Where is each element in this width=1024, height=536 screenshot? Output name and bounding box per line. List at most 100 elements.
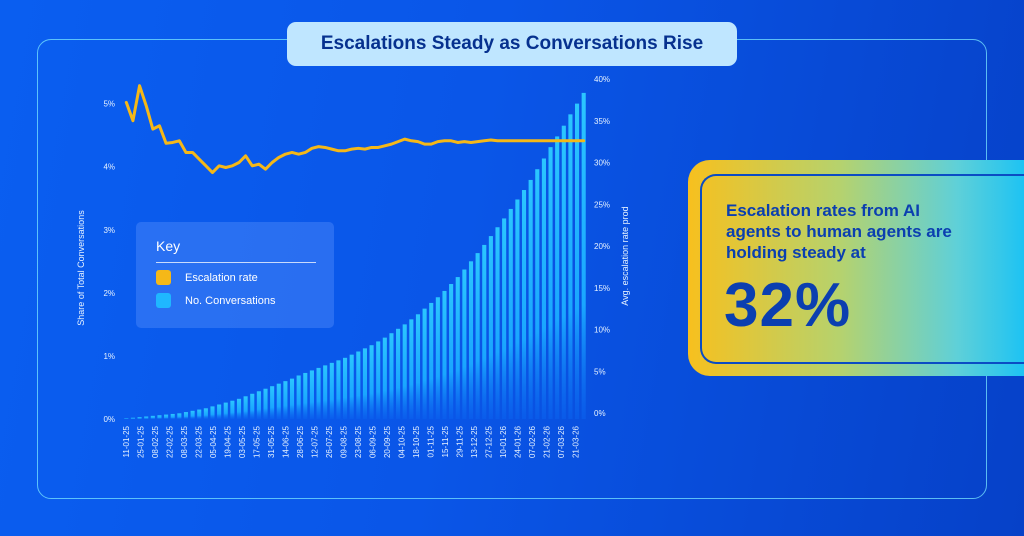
bar — [124, 418, 129, 419]
y-left-tick-label: 1% — [103, 352, 115, 361]
x-tick-label: 29-11-25 — [456, 425, 465, 457]
x-tick-label: 03-05-25 — [238, 425, 247, 458]
bar — [210, 406, 215, 419]
bar — [137, 417, 142, 419]
bar — [488, 236, 493, 419]
bar — [343, 357, 348, 419]
bar — [376, 341, 381, 419]
bar — [164, 414, 169, 419]
bar — [190, 410, 195, 419]
bar — [144, 416, 149, 419]
bar — [449, 284, 454, 419]
escalation-line — [124, 84, 586, 175]
x-tick-label: 21-02-26 — [543, 425, 552, 458]
chart-title: Escalations Steady as Conversations Rise — [287, 22, 737, 66]
legend-item-conversations: No. Conversations — [156, 293, 276, 308]
x-tick-label: 08-03-25 — [180, 425, 189, 458]
x-tick-label: 15-11-25 — [441, 425, 450, 457]
bar — [223, 402, 228, 419]
bar — [568, 114, 573, 419]
bar — [289, 378, 295, 419]
bar — [415, 314, 421, 419]
bar — [203, 408, 208, 419]
y-axis-right-label: Avg. escalation rate prod — [620, 206, 630, 305]
x-tick-label: 26-07-25 — [325, 425, 334, 458]
x-tick-label: 07-02-26 — [528, 425, 537, 458]
bar — [575, 103, 580, 420]
y-right-tick-label: 15% — [594, 284, 610, 293]
legend-label: No. Conversations — [185, 294, 276, 307]
x-tick-label: 21-03-26 — [572, 425, 581, 458]
x-tick-label: 17-05-25 — [253, 425, 262, 458]
bar — [422, 308, 427, 419]
y-left-tick-label: 4% — [103, 163, 115, 172]
x-tick-label: 19-04-25 — [224, 425, 233, 458]
x-tick-label: 01-11-25 — [427, 425, 436, 457]
bar — [250, 393, 255, 419]
bar — [296, 375, 301, 419]
bar — [409, 319, 414, 419]
x-tick-label: 20-09-25 — [383, 425, 392, 458]
bar — [130, 417, 135, 419]
bar — [515, 199, 520, 419]
bar — [256, 391, 261, 419]
x-tick-label: 11-01-25 — [122, 425, 131, 457]
bar — [402, 324, 407, 419]
bar — [150, 415, 155, 419]
y-right-tick-label: 35% — [594, 117, 610, 126]
x-tick-label: 06-09-25 — [369, 425, 378, 458]
x-tick-label: 13-12-25 — [470, 425, 479, 458]
x-tick-label: 27-12-25 — [485, 425, 494, 458]
bar — [468, 261, 474, 419]
bar — [157, 415, 162, 419]
bar — [535, 169, 540, 419]
x-tick-label: 28-06-25 — [296, 425, 305, 458]
legend-divider — [156, 262, 316, 263]
bar — [541, 158, 546, 420]
bar — [270, 386, 275, 419]
x-tick-label: 08-02-25 — [151, 425, 160, 458]
y-right-tick-label: 20% — [594, 242, 610, 251]
y-left-tick-label: 2% — [103, 289, 115, 298]
bar — [502, 218, 507, 419]
bar — [508, 208, 513, 419]
bar — [369, 345, 374, 419]
callout-text: Escalation rates from AI agents to human… — [726, 201, 952, 262]
legend-swatch-blue — [156, 293, 171, 308]
legend-swatch-yellow — [156, 270, 171, 285]
bar — [475, 253, 480, 419]
legend-label: Escalation rate — [185, 271, 258, 284]
y-left-tick-label: 3% — [103, 226, 115, 235]
bar — [316, 367, 321, 419]
y-right-tick-label: 40% — [594, 75, 610, 84]
y-left-tick-label: 0% — [103, 415, 115, 424]
line-series — [124, 84, 586, 175]
bar — [236, 398, 242, 419]
bar — [263, 388, 268, 419]
y-right-tick-label: 25% — [594, 200, 610, 209]
bar — [462, 269, 467, 419]
y-axis-left-label: Share of Total Conversations — [76, 210, 86, 326]
x-tick-label: 25-01-25 — [137, 425, 146, 458]
bar — [183, 412, 189, 419]
bar — [243, 396, 248, 419]
bar — [396, 328, 401, 419]
bar — [561, 125, 566, 419]
bar — [323, 365, 328, 419]
x-tick-label: 22-03-25 — [195, 425, 204, 458]
bar — [217, 404, 222, 419]
bar — [309, 370, 314, 419]
x-tick-label: 31-05-25 — [267, 425, 276, 458]
bar — [349, 354, 354, 419]
x-tick-label: 18-10-25 — [412, 425, 421, 458]
legend-title: Key — [156, 238, 181, 254]
bar — [548, 147, 553, 419]
y-right-tick-label: 5% — [594, 367, 606, 376]
bar — [329, 362, 334, 419]
callout-card: Escalation rates from AI agents to human… — [688, 160, 1024, 376]
x-tick-label: 07-03-26 — [557, 425, 566, 458]
bar — [521, 190, 527, 419]
x-tick-label: 24-01-26 — [514, 425, 523, 458]
x-tick-label: 04-10-25 — [398, 425, 407, 458]
